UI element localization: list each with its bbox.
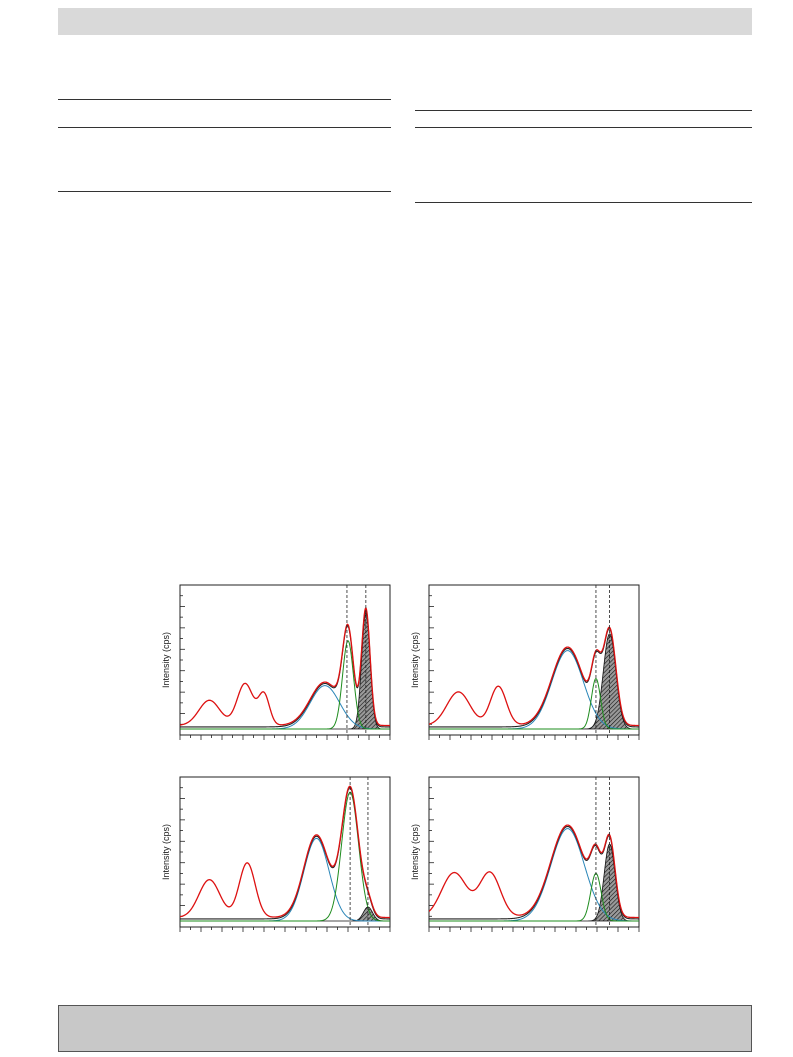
y-axis-label: Intensity (cps) [161,824,171,880]
hatched-peak [429,633,639,730]
footer-box [58,1005,752,1052]
plot-area [180,785,390,922]
table-rule-right-bottom [415,202,752,203]
table-rule-left-bottom [58,191,391,192]
green-component-curve [429,872,639,922]
envelope-curve [429,626,639,727]
chart-panel-1: Intensity (cps) [160,583,400,753]
chart-1: Intensity (cps) [161,584,391,740]
table-rule-left-top [58,99,391,100]
plot-area [429,626,639,730]
green-component-curve [429,678,639,730]
chart-3: Intensity (cps) [161,776,391,932]
plot-area [180,606,390,730]
envelope-curve [180,785,390,919]
green-component-curve [180,640,390,730]
envelope-curve [180,606,390,727]
chart-2: Intensity (cps) [410,584,640,740]
plot-frame [179,776,391,928]
chart-4: Intensity (cps) [410,776,640,932]
chart-panel-2: Intensity (cps) [409,583,649,753]
chart-panel-4: Intensity (cps) [409,775,649,945]
hatched-peak [180,612,390,730]
fit-sum-curve [180,787,390,920]
envelope-curve [429,824,639,919]
hatched-peak [429,843,639,922]
y-axis-label: Intensity (cps) [410,824,420,880]
chart-panel-3: Intensity (cps) [160,775,400,945]
green-component-curve [180,791,390,922]
page-header-bar [58,8,752,35]
table-rule-right-top [415,110,752,111]
y-axis-label: Intensity (cps) [410,632,420,688]
table-rule-right-mid [415,127,752,128]
y-axis-label: Intensity (cps) [161,632,171,688]
table-rule-left-mid [58,127,391,128]
plot-area [429,824,639,922]
